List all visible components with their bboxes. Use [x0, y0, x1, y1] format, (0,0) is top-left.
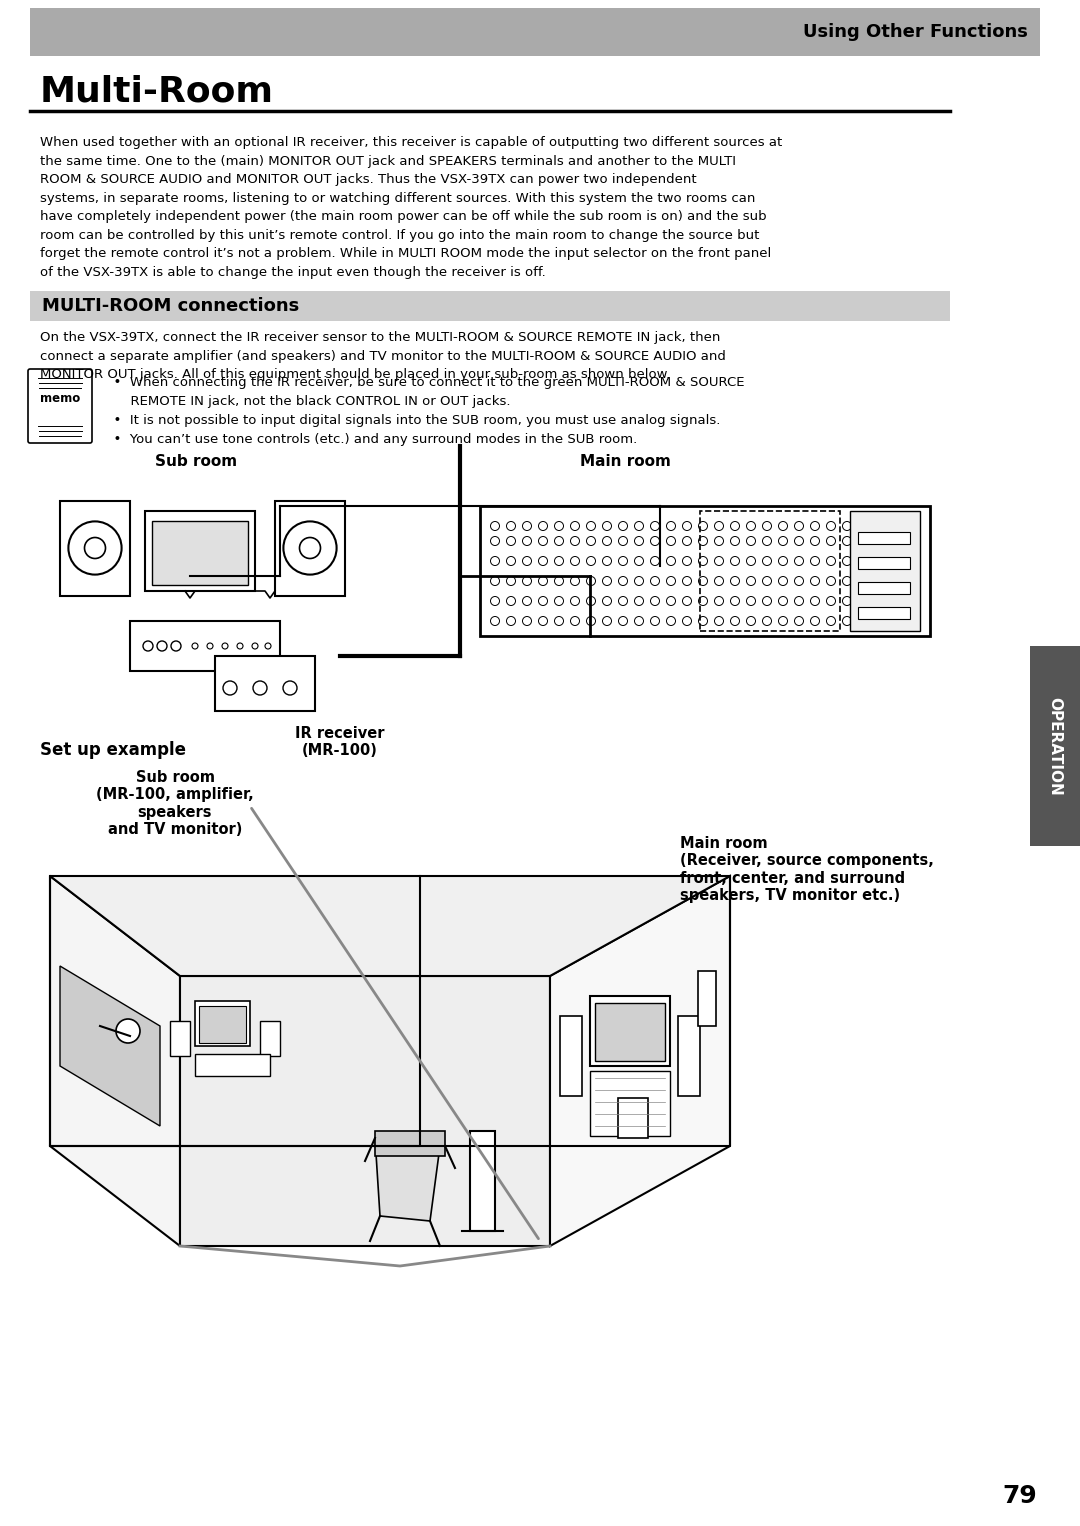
Bar [1030, 645, 1080, 845]
Bar [678, 1016, 700, 1096]
Bar [561, 1016, 582, 1096]
Bar [858, 533, 910, 543]
Text: MULTI-ROOM connections: MULTI-ROOM connections [42, 298, 299, 314]
Bar [618, 1099, 648, 1138]
Bar [199, 1006, 246, 1042]
Bar [145, 511, 255, 591]
Text: Sub room: Sub room [156, 455, 238, 468]
Bar [152, 520, 248, 584]
Text: OPERATION: OPERATION [1048, 697, 1063, 795]
FancyBboxPatch shape [30, 291, 950, 320]
Text: Set up example: Set up example [40, 742, 186, 758]
Polygon shape [50, 876, 730, 977]
Text: •  When connecting the IR receiver, be sure to connect it to the green MULTI-ROO: • When connecting the IR receiver, be su… [105, 375, 744, 446]
Bar [590, 1071, 670, 1135]
Bar [595, 1003, 665, 1061]
Polygon shape [550, 876, 730, 1247]
Bar [170, 1021, 190, 1056]
Bar [275, 501, 345, 595]
Text: 79: 79 [1002, 1483, 1038, 1508]
Text: When used together with an optional IR receiver, this receiver is capable of out: When used together with an optional IR r… [40, 136, 782, 279]
Polygon shape [375, 1138, 440, 1221]
FancyBboxPatch shape [30, 8, 1040, 56]
Bar [130, 621, 280, 671]
Bar [195, 1054, 270, 1076]
Text: memo: memo [40, 392, 80, 404]
Bar [195, 1001, 249, 1045]
Text: Multi-Room: Multi-Room [40, 73, 274, 108]
Circle shape [116, 1019, 140, 1042]
Polygon shape [60, 966, 160, 1126]
Bar [858, 557, 910, 569]
Bar [698, 971, 716, 1025]
Bar [850, 511, 920, 630]
Text: Main room: Main room [580, 455, 671, 468]
Bar [858, 607, 910, 620]
Bar [858, 581, 910, 594]
Polygon shape [180, 977, 550, 1247]
Bar [590, 996, 670, 1067]
Text: Sub room
(MR-100, amplifier,
speakers
and TV monitor): Sub room (MR-100, amplifier, speakers an… [96, 771, 254, 838]
Text: On the VSX-39TX, connect the IR receiver sensor to the MULTI-ROOM & SOURCE REMOT: On the VSX-39TX, connect the IR receiver… [40, 331, 726, 382]
Bar [215, 656, 315, 711]
Bar [480, 507, 930, 636]
Bar [60, 501, 130, 595]
Bar [700, 511, 840, 630]
Bar [260, 1021, 280, 1056]
Text: Main room
(Receiver, source components,
front, center, and surround
speakers, TV: Main room (Receiver, source components, … [680, 836, 934, 903]
Bar [375, 1131, 445, 1157]
Bar [470, 1131, 495, 1231]
Text: Using Other Functions: Using Other Functions [804, 23, 1028, 41]
FancyBboxPatch shape [28, 369, 92, 443]
Text: IR receiver
(MR-100): IR receiver (MR-100) [295, 726, 384, 758]
Polygon shape [50, 876, 180, 1247]
